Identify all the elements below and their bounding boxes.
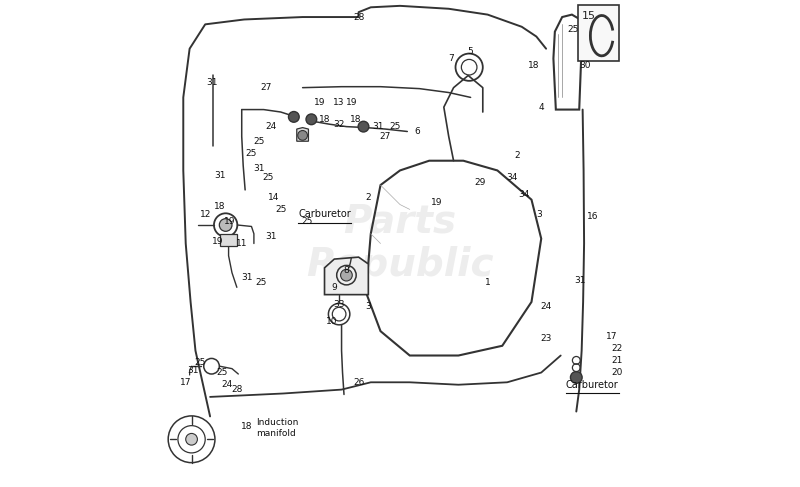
Circle shape bbox=[289, 112, 299, 122]
Text: Carburetor: Carburetor bbox=[566, 380, 618, 390]
Text: Induction: Induction bbox=[256, 418, 298, 427]
Text: 19: 19 bbox=[346, 98, 357, 107]
Text: 17: 17 bbox=[180, 378, 191, 387]
Text: 28: 28 bbox=[231, 385, 242, 394]
Text: 3: 3 bbox=[536, 210, 542, 219]
Circle shape bbox=[306, 114, 317, 125]
Text: 29: 29 bbox=[474, 178, 486, 187]
Text: 32: 32 bbox=[334, 120, 345, 129]
Text: 33: 33 bbox=[334, 300, 345, 309]
Text: 9: 9 bbox=[331, 283, 337, 292]
Bar bbox=[578, 5, 619, 61]
Circle shape bbox=[298, 131, 307, 140]
Text: 19: 19 bbox=[430, 198, 442, 206]
Text: 17: 17 bbox=[606, 332, 618, 340]
Text: 20: 20 bbox=[611, 368, 622, 377]
Text: 18: 18 bbox=[350, 115, 362, 124]
Text: 30: 30 bbox=[579, 61, 591, 70]
Text: 2: 2 bbox=[366, 193, 371, 202]
Text: 25: 25 bbox=[217, 368, 228, 377]
Text: 34: 34 bbox=[518, 190, 530, 199]
Text: 10: 10 bbox=[326, 317, 338, 326]
Text: 25: 25 bbox=[390, 122, 401, 131]
Text: 18: 18 bbox=[242, 422, 253, 431]
Text: 19: 19 bbox=[212, 237, 223, 245]
Text: 28: 28 bbox=[353, 13, 364, 21]
Text: 31: 31 bbox=[253, 164, 265, 172]
Text: 25: 25 bbox=[275, 205, 286, 214]
Text: 25: 25 bbox=[263, 173, 274, 182]
Text: 25: 25 bbox=[194, 358, 206, 367]
Text: 11: 11 bbox=[236, 239, 247, 248]
Text: 26: 26 bbox=[353, 378, 364, 387]
Text: 5: 5 bbox=[468, 47, 474, 56]
Polygon shape bbox=[297, 128, 309, 141]
Circle shape bbox=[219, 219, 232, 231]
Circle shape bbox=[341, 269, 352, 281]
Text: 7: 7 bbox=[448, 54, 454, 63]
Text: 16: 16 bbox=[586, 212, 598, 221]
Text: 25: 25 bbox=[567, 25, 578, 34]
Text: 8: 8 bbox=[343, 266, 350, 275]
Text: 23: 23 bbox=[541, 334, 552, 343]
Text: 2: 2 bbox=[514, 151, 520, 160]
Text: 22: 22 bbox=[611, 344, 622, 353]
Text: 31: 31 bbox=[265, 232, 277, 241]
Text: 3: 3 bbox=[366, 302, 371, 311]
Text: 25: 25 bbox=[246, 149, 257, 158]
Text: 25: 25 bbox=[253, 137, 265, 146]
Text: 19: 19 bbox=[314, 98, 326, 107]
Text: 31: 31 bbox=[214, 171, 226, 180]
Text: 31: 31 bbox=[574, 276, 586, 284]
Text: 24: 24 bbox=[541, 302, 552, 311]
Text: 18: 18 bbox=[528, 61, 540, 70]
Text: 13: 13 bbox=[334, 98, 345, 107]
Text: 27: 27 bbox=[260, 83, 272, 92]
Circle shape bbox=[570, 372, 582, 383]
Text: 24: 24 bbox=[222, 380, 233, 389]
Text: 21: 21 bbox=[611, 356, 622, 365]
Text: 31: 31 bbox=[187, 366, 198, 375]
Circle shape bbox=[358, 121, 369, 132]
Circle shape bbox=[186, 433, 198, 445]
Text: 15: 15 bbox=[582, 11, 596, 21]
Text: 4: 4 bbox=[538, 103, 544, 112]
Text: 18: 18 bbox=[318, 115, 330, 124]
Polygon shape bbox=[325, 257, 368, 295]
Text: 18: 18 bbox=[214, 203, 226, 211]
Text: 6: 6 bbox=[414, 127, 420, 136]
Text: 12: 12 bbox=[199, 210, 211, 219]
Text: 24: 24 bbox=[266, 122, 277, 131]
Text: 14: 14 bbox=[268, 193, 279, 202]
Text: 25: 25 bbox=[255, 278, 267, 287]
Text: 27: 27 bbox=[380, 132, 391, 141]
Text: 34: 34 bbox=[506, 173, 518, 182]
Text: Carburetor: Carburetor bbox=[298, 209, 351, 219]
Text: 31: 31 bbox=[241, 273, 252, 282]
Text: manifold: manifold bbox=[256, 429, 296, 438]
Text: 31: 31 bbox=[206, 78, 218, 87]
Text: 1: 1 bbox=[485, 278, 490, 287]
Text: 19: 19 bbox=[224, 217, 235, 226]
Bar bbox=[220, 234, 238, 246]
Text: Parts
Republic: Parts Republic bbox=[306, 203, 494, 284]
Text: 25: 25 bbox=[302, 217, 313, 226]
Text: 31: 31 bbox=[372, 122, 384, 131]
